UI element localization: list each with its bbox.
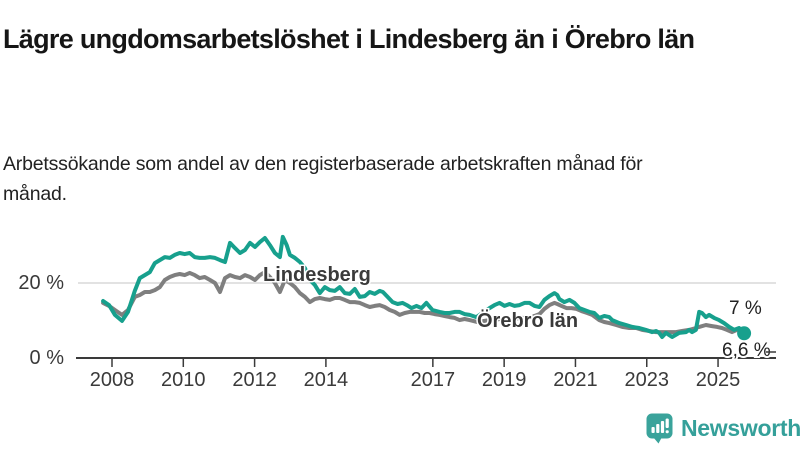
x-tick-label: 2014 — [304, 369, 349, 391]
x-tick-label: 2010 — [161, 369, 206, 391]
x-tick-label: 2012 — [232, 369, 277, 391]
series-label-orebro: Örebro län — [477, 309, 578, 332]
x-tick-label: 2025 — [696, 369, 741, 391]
x-tick-label: 2017 — [411, 369, 456, 391]
page-subtitle: Arbetssökande som andel av den registerb… — [3, 152, 643, 205]
series-orebro-line — [101, 270, 747, 335]
end-point-dot — [737, 326, 752, 341]
chart-bubble-icon — [646, 413, 673, 444]
x-tick-label: 2023 — [625, 369, 670, 391]
x-axis-ticks: 2008 2010 2012 2014 2017 2019 2021 2023 2025 — [90, 358, 741, 391]
series-label-lindesberg: Lindesberg — [263, 264, 371, 286]
page-title: Lägre ungdomsarbetslöshet i Lindesberg ä… — [3, 24, 695, 55]
y-axis-label-20: 20 % — [18, 272, 64, 294]
newsworthy-logo[interactable]: Newsworthy — [646, 413, 800, 444]
newsworthy-logo-text: Newsworthy — [681, 415, 800, 441]
y-axis-label-0: 0 % — [30, 347, 65, 369]
series-lindesberg-line — [101, 234, 747, 339]
x-tick-label: 2021 — [553, 369, 598, 391]
annotation-final-orebro: 7 % — [729, 298, 762, 319]
annotation-final-lindesberg: 6,6 % — [722, 340, 771, 361]
x-tick-label: 2019 — [482, 369, 527, 391]
x-tick-label: 2008 — [90, 369, 135, 391]
